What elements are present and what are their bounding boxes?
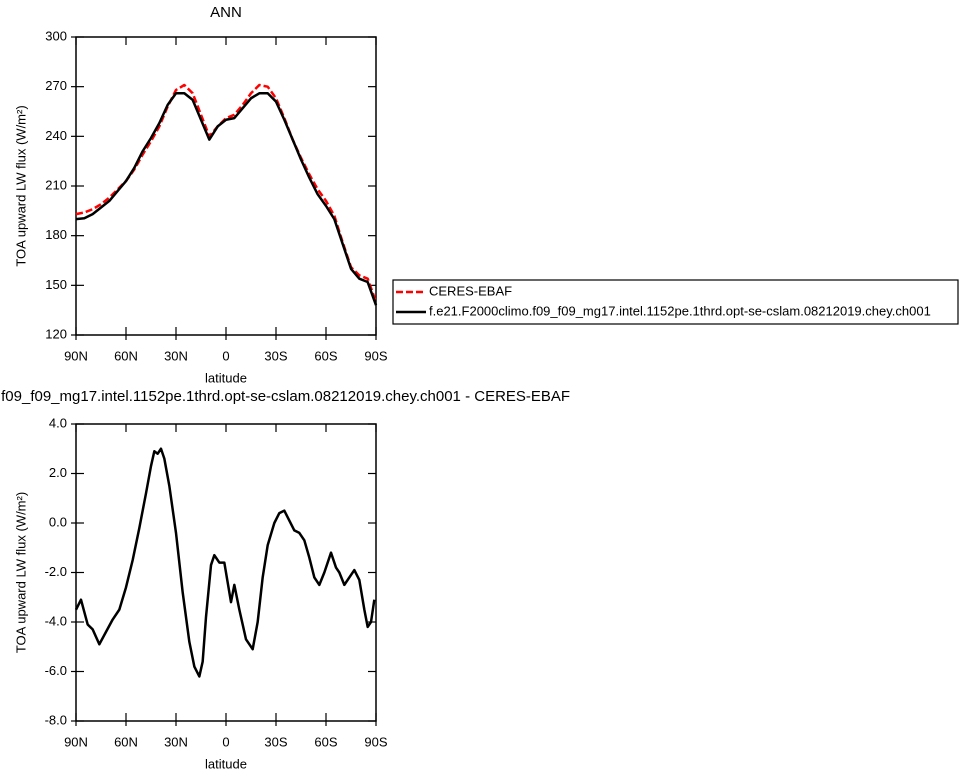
y-tick-label: 2.0	[49, 465, 67, 480]
y-tick-label: 0.0	[49, 514, 67, 529]
series-line	[75, 83, 378, 303]
panel: f.e21.F2000climo.f09_f09_mg17.intel.1152…	[0, 388, 570, 771]
y-tick-label: 210	[45, 177, 67, 192]
legend-box	[392, 279, 959, 325]
y-tick-label: -6.0	[45, 663, 67, 678]
legend-label: CERES-EBAF	[429, 283, 512, 298]
y-tick-label: 240	[45, 128, 67, 143]
y-tick-label: -8.0	[45, 712, 67, 727]
x-tick-label: 0	[222, 734, 229, 749]
x-tick-label: 60S	[314, 348, 337, 363]
y-tick-label: 120	[45, 326, 67, 341]
x-tick-label: 30N	[164, 348, 188, 363]
x-tick-label: 30S	[264, 348, 287, 363]
y-tick-label: 4.0	[49, 415, 67, 430]
y-tick-label: 150	[45, 277, 67, 292]
panel: ANN 120 150 180 210 240 270 300 90N 60N 30N 0 30S 60S…	[13, 4, 959, 385]
x-tick-label: 60N	[114, 734, 138, 749]
y-tick-label: 180	[45, 227, 67, 242]
chart-title: f.e21.F2000climo.f09_f09_mg17.intel.1152…	[0, 388, 570, 405]
y-axis-label: TOA upward LW flux (W/m²)	[13, 492, 28, 653]
x-tick-label: 30S	[264, 734, 287, 749]
x-tick-label: 60N	[114, 348, 138, 363]
y-axis-label: TOA upward LW flux (W/m²)	[13, 105, 28, 266]
chart-title: ANN	[210, 4, 242, 21]
x-tick-label: 90S	[364, 348, 387, 363]
x-tick-label: 90N	[64, 734, 88, 749]
x-axis-label: latitude	[205, 370, 247, 385]
x-axis-label: latitude	[205, 756, 247, 771]
x-tick-label: 60S	[314, 734, 337, 749]
y-tick-label: 270	[45, 78, 67, 93]
series-line	[74, 447, 376, 678]
legend-label: f.e21.F2000climo.f09_f09_mg17.intel.1152…	[429, 303, 931, 318]
x-tick-label: 0	[222, 348, 229, 363]
x-tick-label: 90S	[364, 734, 387, 749]
y-tick-label: -4.0	[45, 613, 67, 628]
x-tick-label: 90N	[64, 348, 88, 363]
y-tick-label: 300	[45, 28, 67, 43]
x-tick-label: 30N	[164, 734, 188, 749]
series-line	[75, 92, 378, 306]
y-tick-label: -2.0	[45, 564, 67, 579]
